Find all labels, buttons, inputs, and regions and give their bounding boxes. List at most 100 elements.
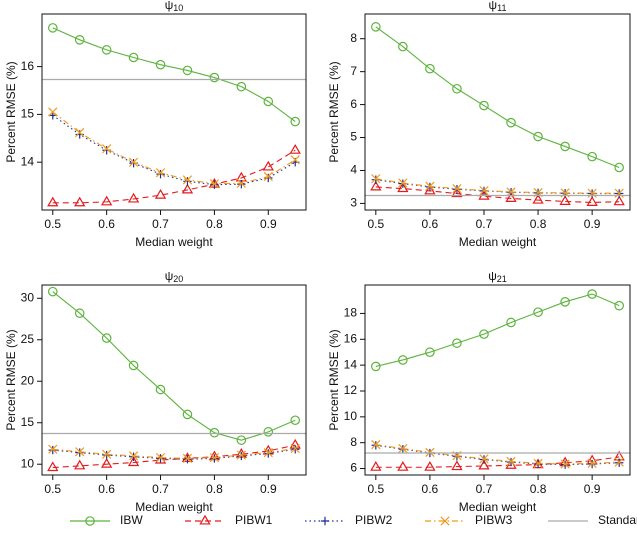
series-line	[52, 448, 296, 460]
marker	[181, 183, 194, 194]
marker	[155, 168, 166, 178]
x-tick-label: 0.9	[584, 482, 601, 496]
x-tick-label: 0.6	[422, 482, 439, 496]
title-symbol: ψ	[165, 269, 174, 283]
marker	[236, 450, 246, 460]
marker	[560, 459, 570, 469]
marker	[560, 141, 570, 152]
y-tick-label: 15	[21, 415, 35, 429]
marker	[425, 63, 435, 74]
marker	[425, 347, 435, 358]
marker	[614, 300, 624, 311]
x-tick-label: 0.5	[367, 217, 384, 231]
marker	[289, 144, 301, 154]
x-tick-label: 0.9	[260, 482, 277, 496]
marker	[614, 457, 624, 467]
y-tick-label: 7	[350, 64, 357, 78]
marker	[451, 187, 463, 198]
legend-label: Standard	[598, 513, 637, 527]
title-subscript: 11	[497, 3, 506, 13]
marker	[209, 427, 220, 438]
marker	[182, 175, 193, 185]
marker	[371, 440, 381, 450]
series-line	[52, 27, 296, 123]
marker	[155, 59, 166, 70]
x-tick-label: 0.8	[206, 217, 223, 231]
y-tick-label: 6	[350, 97, 357, 111]
marker	[398, 41, 408, 52]
y-axis-label: Percent RMSE (%)	[4, 329, 18, 430]
x-tick-label: 0.7	[152, 482, 169, 496]
y-tick-label: 10	[344, 409, 358, 423]
y-axis-label: Percent RMSE (%)	[327, 329, 341, 430]
y-tick-label: 20	[21, 373, 35, 387]
marker	[397, 182, 409, 193]
marker	[290, 443, 300, 454]
x-tick-label: 0.9	[584, 217, 601, 231]
y-tick-label: 10	[21, 456, 35, 470]
marker	[370, 180, 382, 191]
series-line	[375, 293, 620, 367]
panel-title: ψ11	[489, 0, 507, 13]
y-tick-label: 6	[350, 461, 357, 475]
marker	[398, 443, 408, 454]
marker	[290, 116, 301, 127]
title-subscript: 20	[173, 274, 183, 284]
marker	[155, 452, 166, 463]
y-tick-label: 5	[350, 130, 357, 144]
marker	[397, 461, 409, 471]
marker	[236, 81, 247, 92]
marker	[209, 72, 220, 83]
marker	[102, 449, 112, 459]
marker	[451, 460, 463, 471]
series-line	[375, 444, 620, 466]
marker	[479, 100, 489, 111]
marker	[478, 459, 490, 470]
marker	[425, 181, 435, 191]
x-axis-label: Median weight	[135, 500, 213, 514]
marker	[236, 178, 246, 188]
marker	[48, 444, 58, 454]
marker	[532, 193, 544, 204]
y-tick-label: 14	[344, 357, 358, 371]
y-tick-label: 16	[21, 59, 35, 73]
marker	[424, 184, 436, 195]
x-axis-label: Median weight	[135, 235, 213, 249]
marker	[263, 447, 273, 458]
x-tick-label: 0.6	[422, 217, 439, 231]
y-tick-label: 18	[344, 306, 358, 320]
marker	[506, 317, 516, 328]
y-tick-label: 15	[21, 107, 35, 121]
series-line	[375, 444, 620, 465]
x-tick-label: 0.8	[530, 217, 547, 231]
y-tick-label: 3	[350, 196, 357, 210]
marker	[102, 144, 112, 154]
marker	[452, 338, 462, 348]
marker	[320, 516, 330, 526]
marker	[506, 456, 516, 467]
marker	[479, 185, 489, 196]
marker	[262, 160, 274, 171]
marker	[100, 195, 113, 206]
marker	[74, 196, 86, 207]
marker	[128, 157, 139, 167]
x-tick-label: 0.8	[206, 482, 223, 496]
marker	[74, 459, 86, 470]
x-tick-label: 0.8	[530, 482, 547, 496]
marker	[452, 183, 462, 194]
y-tick-label: 8	[350, 435, 357, 449]
x-tick-label: 0.7	[476, 482, 493, 496]
title-subscript: 21	[497, 274, 507, 284]
marker	[48, 107, 58, 117]
marker	[155, 384, 166, 395]
marker	[398, 355, 408, 365]
x-tick-label: 0.7	[476, 217, 493, 231]
series-line	[52, 291, 296, 441]
x-tick-label: 0.9	[260, 217, 277, 231]
marker	[128, 451, 139, 461]
panel-title: ψ20	[165, 269, 184, 284]
title-symbol: ψ	[488, 269, 497, 283]
marker	[236, 435, 247, 445]
marker	[209, 179, 220, 189]
